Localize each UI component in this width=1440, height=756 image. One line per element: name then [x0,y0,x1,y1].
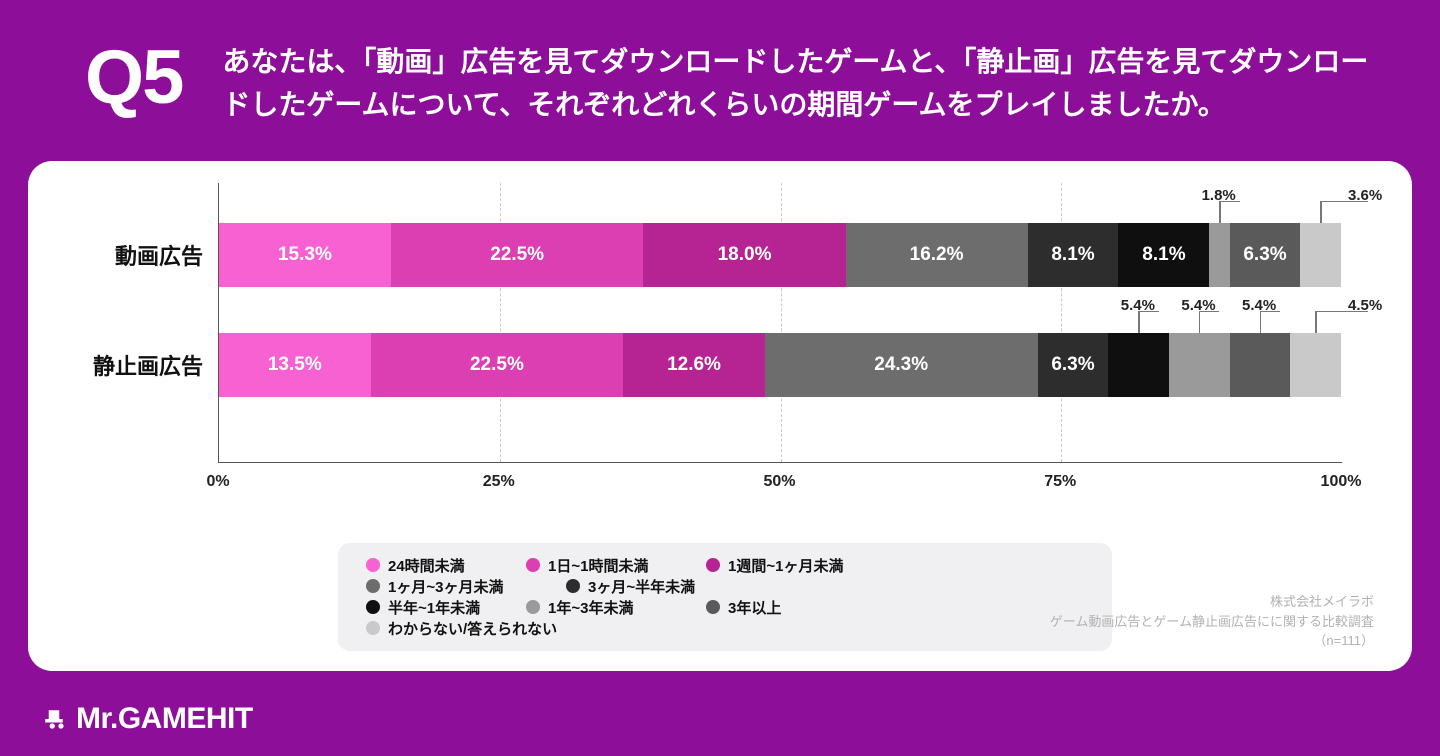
callout-line [1320,201,1322,223]
bar-segment: 22.5% [371,333,624,397]
header: Q5 あなたは、「動画」広告を見てダウンロードしたゲームと、「静止画」広告を見て… [0,0,1440,147]
legend-item: 1ヶ月~3ヶ月未満 [366,576,566,597]
bar-segment [1169,333,1230,397]
callout-label: 5.4% [1181,297,1215,314]
legend-label: 3ヶ月~半年未満 [588,576,695,597]
legend-swatch [566,579,580,593]
bar-row: 動画広告15.3%22.5%18.0%16.2%8.1%8.1%6.3% [219,223,1342,287]
callout-label: 5.4% [1121,297,1155,314]
legend-item: 24時間未満 [366,555,526,576]
brand-name: Mr.GAMEHIT [76,702,253,736]
bar-segment: 6.3% [1230,223,1301,287]
brand-logo: Mr.GAMEHIT [40,702,253,736]
callout-line [1260,311,1262,333]
question-text: あなたは、「動画」広告を見てダウンロードしたゲームと、「静止画」広告を見てダウン… [222,40,1375,127]
legend-label: 半年~1年未満 [388,597,480,618]
bar-segment: 24.3% [765,333,1038,397]
legend-item: わからない/答えられない [366,618,626,639]
bar-segment: 18.0% [643,223,845,287]
bar-segment [1108,333,1169,397]
callout-line [1315,311,1317,333]
plot-area: 動画広告15.3%22.5%18.0%16.2%8.1%8.1%6.3%1.8%… [218,183,1342,463]
callout-label: 4.5% [1348,297,1382,314]
question-number: Q5 [85,40,182,116]
callout-line [1199,311,1201,333]
legend-item: 1週間~1ヶ月未満 [706,555,906,576]
x-axis-label: 50% [763,473,795,491]
bar-segment: 15.3% [219,223,391,287]
legend-label: 3年以上 [728,597,781,618]
chart-area: 動画広告15.3%22.5%18.0%16.2%8.1%8.1%6.3%1.8%… [218,183,1372,503]
legend-swatch [526,558,540,572]
legend: 24時間未満 1日~1時間未満 1週間~1ヶ月未満 1ヶ月~3ヶ月未満 3ヶ月~半年未満… [338,543,1112,651]
legend-item: 半年~1年未満 [366,597,526,618]
x-axis-label: 0% [206,473,229,491]
legend-swatch [706,600,720,614]
x-axis-label: 75% [1044,473,1076,491]
callout-label: 1.8% [1202,187,1236,204]
callout-label: 3.6% [1348,187,1382,204]
bar-segment: 8.1% [1028,223,1119,287]
legend-swatch [366,558,380,572]
bar-segment: 13.5% [219,333,371,397]
callout-line [1138,311,1140,333]
bar-segment [1230,333,1291,397]
bar-segment [1209,223,1229,287]
bar-segment: 8.1% [1118,223,1209,287]
legend-swatch [366,579,380,593]
bar-row: 静止画広告13.5%22.5%12.6%24.3%6.3% [219,333,1342,397]
bar-segment [1300,223,1340,287]
legend-swatch [366,621,380,635]
credit-survey: ゲーム動画広告とゲーム静止画広告にに関する比較調査 [1050,612,1374,632]
legend-swatch [366,600,380,614]
x-axis-label: 25% [483,473,515,491]
callout-line [1219,201,1221,223]
legend-item: 1日~1時間未満 [526,555,706,576]
legend-label: 1日~1時間未満 [548,555,648,576]
legend-item: 3ヶ月~半年未満 [566,576,736,597]
credit-block: 株式会社メイラボ ゲーム動画広告とゲーム静止画広告にに関する比較調査 （n=11… [1050,592,1374,651]
legend-item: 1年~3年未満 [526,597,706,618]
bar-segment: 6.3% [1038,333,1109,397]
credit-company: 株式会社メイラボ [1050,592,1374,612]
mascot-icon [40,706,68,732]
callout-label: 5.4% [1242,297,1276,314]
chart-panel: 動画広告15.3%22.5%18.0%16.2%8.1%8.1%6.3%1.8%… [28,161,1412,671]
credit-n: （n=111） [1050,631,1374,651]
legend-label: 24時間未満 [388,555,465,576]
y-axis-label: 静止画広告 [93,349,219,381]
y-axis-label: 動画広告 [115,239,219,271]
bar-segment: 22.5% [391,223,644,287]
legend-label: わからない/答えられない [388,618,557,639]
bar-segment: 16.2% [846,223,1028,287]
legend-swatch [706,558,720,572]
bar-segment [1290,333,1341,397]
legend-label: 1週間~1ヶ月未満 [728,555,843,576]
legend-label: 1年~3年未満 [548,597,633,618]
bar-segment: 12.6% [623,333,764,397]
legend-swatch [526,600,540,614]
x-axis-label: 100% [1321,473,1362,491]
legend-item: 3年以上 [706,597,906,618]
legend-label: 1ヶ月~3ヶ月未満 [388,576,503,597]
